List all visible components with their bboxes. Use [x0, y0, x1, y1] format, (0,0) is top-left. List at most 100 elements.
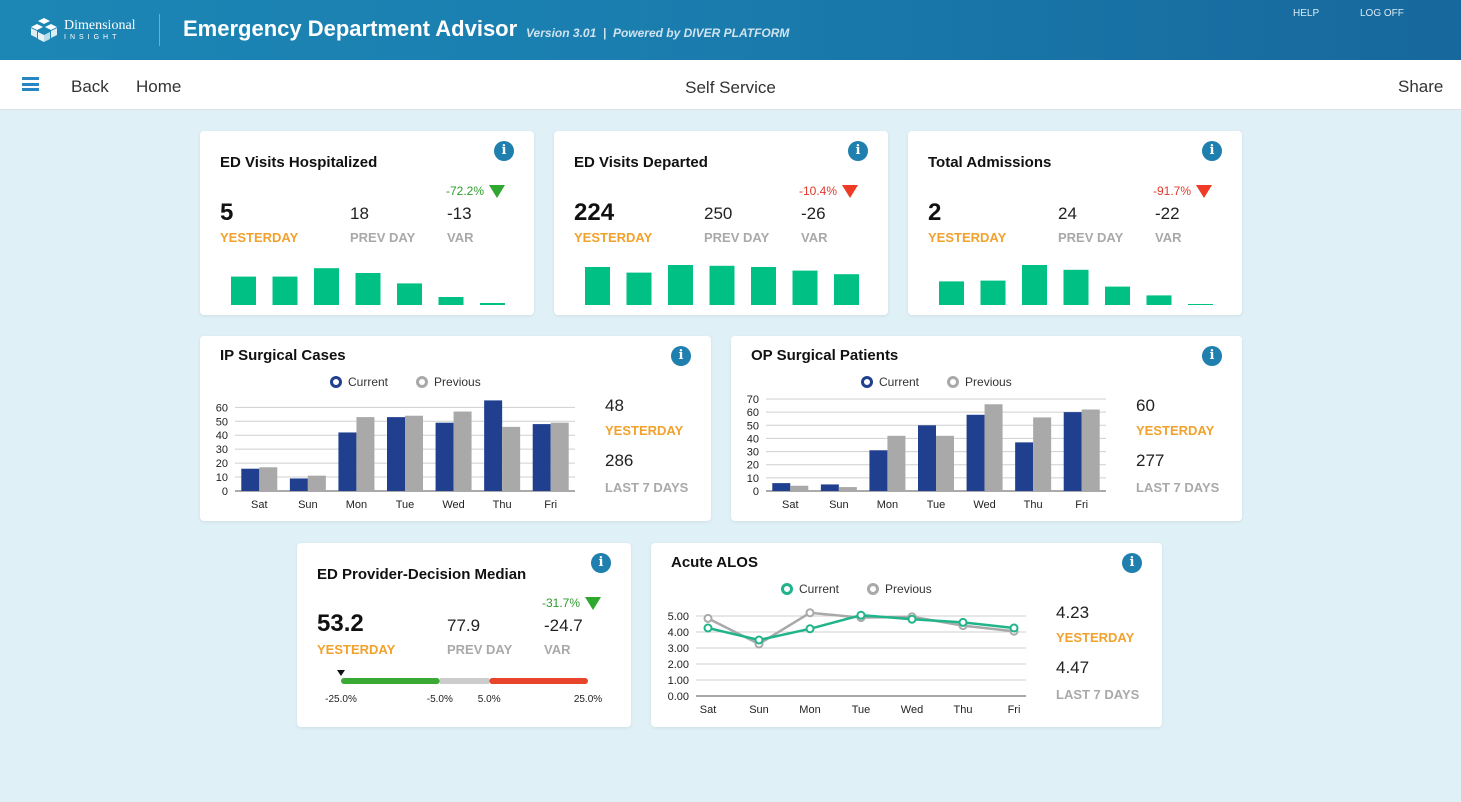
spark-bar: [834, 274, 859, 305]
last7-label: LAST 7 DAYS: [605, 480, 689, 495]
legend-current-marker: [330, 376, 342, 388]
var-value: -24.7: [544, 616, 583, 635]
bar-current[interactable]: [966, 414, 985, 491]
help-link[interactable]: HELP: [1293, 8, 1320, 19]
x-tick-label: Thu: [1024, 499, 1043, 511]
bar-previous[interactable]: [838, 487, 857, 491]
bar-previous[interactable]: [259, 467, 278, 491]
legend-previous-marker: [416, 376, 429, 388]
dimensional-insight-logo[interactable]: Dimensional INSIGHT: [30, 16, 136, 44]
page-title: Self Service: [685, 78, 776, 97]
bar-current[interactable]: [918, 425, 936, 491]
bar-previous[interactable]: [405, 415, 423, 491]
bar-current[interactable]: [387, 417, 405, 491]
variance-percent: -10.4%: [799, 184, 859, 198]
scale-tick-label: -25.0%: [325, 694, 357, 705]
spark-bar: [980, 280, 1006, 305]
legend-current[interactable]: Current: [781, 582, 839, 596]
point-current[interactable]: [754, 635, 764, 645]
info-icon[interactable]: i: [1122, 553, 1142, 573]
bar-previous[interactable]: [550, 422, 569, 491]
info-icon[interactable]: i: [848, 141, 868, 161]
x-tick-label: Mon: [346, 499, 367, 511]
logo-line1: Dimensional: [64, 18, 136, 33]
x-tick-label: Wed: [901, 704, 923, 716]
prev-day-label: PREV DAY: [447, 642, 513, 657]
bar-current[interactable]: [1063, 412, 1082, 491]
bar-previous[interactable]: [1033, 417, 1052, 491]
legend-current[interactable]: Current: [330, 375, 388, 389]
y-tick-label: 20: [747, 460, 759, 472]
app-version: Version 3.01 | Powered by DIVER PLATFORM: [526, 26, 790, 40]
point-current[interactable]: [703, 623, 713, 633]
prev-day-label: PREV DAY: [350, 230, 416, 245]
hamburger-menu-icon[interactable]: [22, 77, 39, 91]
bar-previous[interactable]: [453, 411, 472, 491]
x-tick-label: Fri: [1075, 499, 1088, 511]
info-icon[interactable]: i: [1202, 141, 1222, 161]
legend-previous[interactable]: Previous: [947, 375, 1012, 389]
point-previous[interactable]: [703, 613, 713, 623]
kpi-card-total-admissions: Total Admissions i -91.7% 2 24 -22 YESTE…: [908, 131, 1242, 315]
x-tick-label: Thu: [954, 704, 973, 716]
yesterday-value: 60: [1136, 396, 1155, 415]
home-link[interactable]: Home: [136, 77, 182, 96]
legend-previous[interactable]: Previous: [867, 582, 932, 596]
card-ip-surgical-cases: IP Surgical Cases i Current Previous 0 10…: [200, 336, 711, 521]
bar-current[interactable]: [435, 422, 454, 491]
card-title: IP Surgical Cases: [220, 347, 346, 364]
point-current[interactable]: [856, 610, 866, 620]
legend-current[interactable]: Current: [861, 375, 919, 389]
spark-bar: [1146, 295, 1172, 305]
bar-previous[interactable]: [984, 404, 1003, 491]
bar-current[interactable]: [1015, 442, 1034, 491]
yesterday-label: YESTERDAY: [1136, 423, 1215, 438]
bar-current[interactable]: [869, 450, 888, 491]
bar-previous[interactable]: [887, 435, 906, 491]
share-link[interactable]: Share: [1398, 77, 1444, 96]
bar-current[interactable]: [241, 468, 260, 491]
x-tick-label: Wed: [442, 499, 464, 511]
bar-current[interactable]: [338, 432, 357, 491]
card-title: ED Visits Departed: [574, 154, 708, 171]
bar-current[interactable]: [532, 424, 551, 491]
point-current[interactable]: [805, 624, 815, 634]
x-tick-label: Mon: [799, 704, 820, 716]
logoff-link[interactable]: LOG OFF: [1360, 8, 1404, 19]
bar-previous[interactable]: [502, 426, 521, 491]
bar-previous[interactable]: [790, 485, 809, 491]
bar-current[interactable]: [484, 400, 503, 491]
info-icon[interactable]: i: [494, 141, 514, 161]
spark-bar: [751, 267, 776, 305]
down-triangle-icon: [842, 185, 859, 198]
legend-previous[interactable]: Previous: [416, 375, 481, 389]
point-current[interactable]: [907, 614, 917, 624]
info-icon[interactable]: i: [591, 553, 611, 573]
y-tick-label: 30: [216, 444, 228, 456]
bar-previous[interactable]: [936, 435, 954, 491]
prev-day-label: PREV DAY: [704, 230, 770, 245]
legend-current-label: Current: [799, 582, 840, 596]
sparkline-bar-chart: [585, 265, 859, 305]
bar-previous[interactable]: [356, 417, 375, 491]
info-icon[interactable]: i: [671, 346, 691, 366]
back-link[interactable]: Back: [71, 77, 109, 96]
yesterday-label: YESTERDAY: [928, 230, 1007, 245]
point-current[interactable]: [958, 617, 968, 627]
prev-day-value: 250: [704, 204, 733, 223]
bar-previous[interactable]: [1081, 409, 1100, 491]
yesterday-value: 2: [928, 199, 942, 226]
point-previous[interactable]: [805, 608, 815, 618]
bar-current[interactable]: [820, 484, 839, 491]
point-current[interactable]: [1009, 623, 1019, 633]
bar-previous[interactable]: [307, 475, 326, 491]
bar-current[interactable]: [772, 483, 791, 491]
spark-bar: [231, 276, 256, 305]
bar-current[interactable]: [289, 478, 308, 491]
info-icon[interactable]: i: [1202, 346, 1222, 366]
kpi-card-ed-visits-hospitalized: ED Visits Hospitalized i -72.2% 5 18 -13…: [200, 131, 534, 315]
x-tick-label: Sun: [749, 704, 769, 716]
y-tick-label: 2.00: [668, 659, 689, 671]
chart-legend: Current Previous: [781, 582, 960, 596]
yesterday-value: 53.2: [317, 610, 364, 637]
